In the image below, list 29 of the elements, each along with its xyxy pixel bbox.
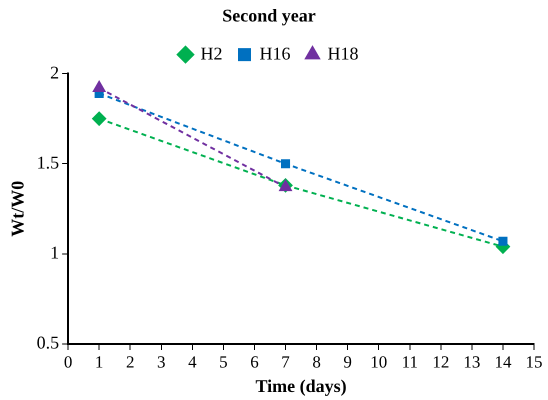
x-tick-label: 1 [94, 352, 104, 372]
x-tick-label: 4 [188, 352, 198, 372]
chart-title: Second year [222, 5, 316, 26]
x-tick-label: 14 [494, 352, 512, 372]
x-tick-label: 10 [370, 352, 388, 372]
legend-label: H18 [328, 43, 358, 64]
x-axis-title: Time (days) [255, 376, 347, 396]
x-tick-label: 3 [157, 352, 166, 372]
y-axis-title: Wt/W0 [7, 180, 28, 237]
point [92, 112, 106, 126]
point [498, 236, 508, 246]
y-tick-label: 0.5 [36, 332, 60, 353]
x-tick-label: 5 [219, 352, 228, 372]
y-tick-label: 2 [50, 62, 60, 82]
x-tick-label: 0 [64, 352, 72, 372]
x-tick-label: 7 [281, 352, 290, 372]
point [280, 159, 290, 168]
x-tick-label: 15 [526, 352, 542, 372]
x-tick-label: 6 [250, 352, 259, 372]
y-tick-label: 1 [50, 242, 60, 263]
legend-label: H16 [260, 43, 290, 64]
x-tick-label: 2 [126, 352, 134, 372]
x-tick-label: 12 [432, 352, 450, 372]
x-tick-label: 11 [402, 352, 418, 372]
x-tick-label: 13 [463, 352, 480, 372]
x-tick-label: 9 [343, 352, 352, 372]
legend-label: H2 [200, 43, 222, 64]
x-tick-label: 8 [312, 352, 321, 372]
y-tick-label: 1.5 [36, 152, 60, 172]
